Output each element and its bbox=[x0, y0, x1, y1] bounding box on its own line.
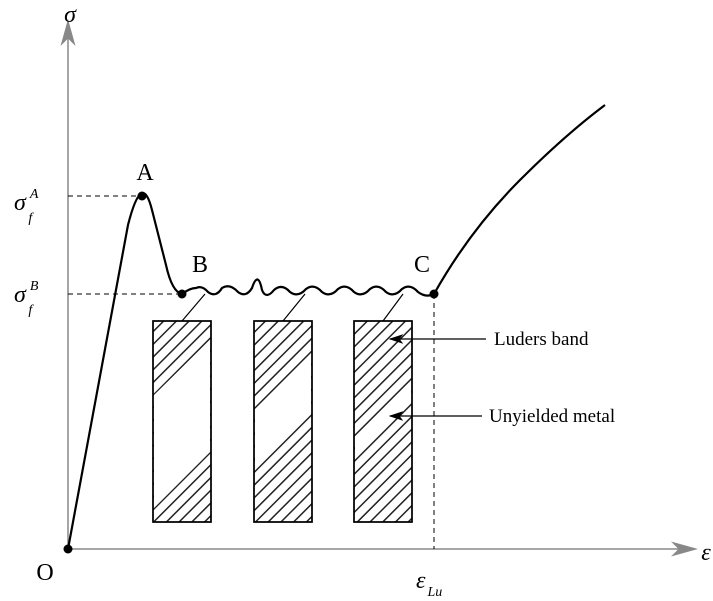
point-b bbox=[178, 290, 187, 299]
specimen-1 bbox=[153, 294, 211, 522]
point-a-label: A bbox=[136, 160, 154, 186]
x-axis-label: ε bbox=[701, 540, 711, 566]
y-axis-label: σ bbox=[64, 2, 77, 28]
point-a bbox=[138, 192, 147, 201]
callout-label: Luders band bbox=[494, 329, 589, 350]
point-c-label: C bbox=[414, 252, 430, 278]
specimen-2 bbox=[254, 294, 312, 522]
specimen-3 bbox=[354, 294, 412, 522]
point-o bbox=[64, 545, 73, 554]
diagram: σ ε O A B C σAf σBf εLu Luders band Unyi… bbox=[0, 0, 713, 601]
origin-label: O bbox=[36, 560, 53, 586]
callout-label: Unyielded metal bbox=[489, 406, 615, 427]
point-c bbox=[430, 290, 439, 299]
point-b-label: B bbox=[192, 252, 208, 278]
